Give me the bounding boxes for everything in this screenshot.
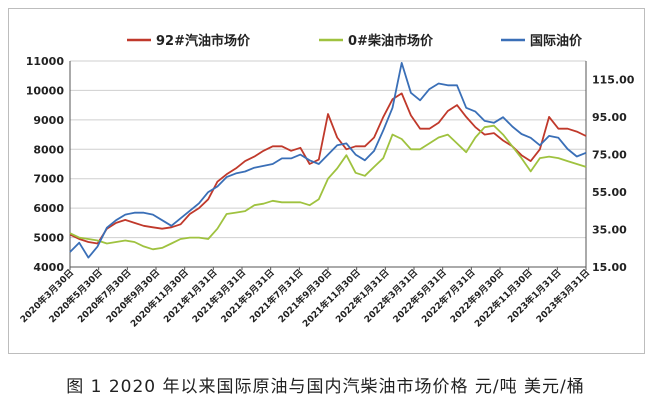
- left-tick-label: 9000: [33, 114, 64, 127]
- line-chart: 4000 5000 6000 7000 8000 9000 10000 11000 15.00 3…: [18, 33, 635, 330]
- right-tick-label: 75.00: [592, 149, 627, 162]
- series-line-3: [69, 62, 587, 259]
- left-tick-label: 6000: [33, 202, 64, 215]
- figure-caption: 图 1 2020 年以来国际原油与国内汽柴油市场价格 元/吨 美元/桶: [66, 377, 585, 397]
- legend-label-2: 0#柴油市场价: [348, 33, 434, 49]
- legend-label-1: 92#汽油市场价: [156, 33, 251, 49]
- right-tick-label: 15.00: [592, 261, 627, 274]
- right-tick-label: 95.00: [592, 111, 627, 124]
- left-tick-label: 7000: [33, 173, 64, 186]
- legend-label-3: 国际油价: [530, 33, 583, 49]
- chart-frame: 4000 5000 6000 7000 8000 9000 10000 11000 15.00 3…: [8, 8, 645, 354]
- left-tick-label: 8000: [33, 143, 64, 156]
- series-line-2: [69, 124, 587, 251]
- right-tick-label: 55.00: [592, 186, 627, 199]
- left-tick-label: 10000: [26, 84, 65, 97]
- series-line-1: [69, 92, 587, 245]
- left-tick-label: 4000: [33, 261, 64, 274]
- left-tick-label: 5000: [33, 232, 64, 245]
- right-tick-label: 35.00: [592, 224, 627, 237]
- right-tick-label: 115.00: [592, 74, 635, 87]
- left-tick-label: 11000: [26, 55, 65, 68]
- x-tick-label: 2020年3月30日: [18, 267, 77, 326]
